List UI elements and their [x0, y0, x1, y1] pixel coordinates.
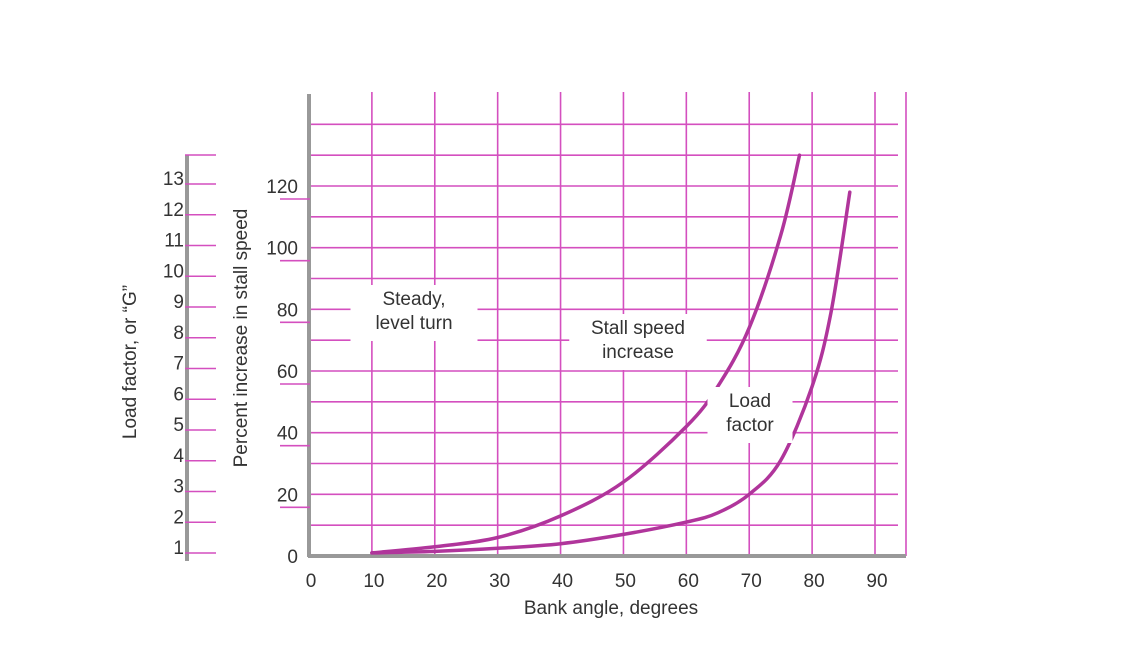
x-tick-label: 60 [678, 571, 699, 592]
load-factor-tick-label: 6 [173, 384, 184, 405]
load-factor-tick-label: 4 [173, 446, 184, 467]
label-line: increase [602, 342, 674, 363]
load-factor-tick-label: 9 [173, 292, 184, 313]
x-tick-label: 70 [741, 571, 762, 592]
series [370, 153, 852, 555]
load-factor-tick-label: 13 [163, 169, 184, 190]
load-factor-tick-label: 7 [173, 354, 184, 375]
series-line-stall-speed [370, 153, 802, 555]
secondary-y-axis-label: Load factor, or “G” [120, 285, 141, 439]
y-tick-label: 40 [277, 424, 298, 445]
x-tick-label: 40 [552, 571, 573, 592]
label-line: Load [729, 391, 771, 412]
x-tick-label: 50 [615, 571, 636, 592]
load-factor-tick-label: 11 [164, 231, 184, 252]
y-tick-label: 100 [266, 239, 298, 260]
x-tick-label: 10 [363, 571, 384, 592]
x-tick-label: 90 [866, 571, 887, 592]
y-tick-label: 0 [287, 547, 298, 568]
load-factor-tick-label: 12 [163, 200, 184, 221]
y-axis-label: Percent increase in stall speed [231, 209, 252, 468]
label-line: Steady, [382, 289, 445, 310]
load-factor-tick-label: 2 [173, 507, 184, 528]
load-factor-tick-label: 3 [173, 477, 184, 498]
series-label-load-factor: Load factor [707, 387, 793, 443]
annotation-steady-level-turn: Steady, level turn [350, 285, 478, 341]
label-line: Stall speed [591, 318, 685, 339]
load-factor-tick-label: 10 [163, 261, 184, 282]
label-background [569, 314, 707, 370]
label-line: factor [726, 415, 774, 436]
series-label-stall-speed: Stall speed increase [569, 314, 707, 370]
label-background [350, 285, 478, 341]
x-tick-label: 80 [804, 571, 825, 592]
y-tick-label: 80 [277, 300, 298, 321]
load-factor-tick-label: 1 [173, 538, 184, 559]
x-tick-label: 0 [306, 571, 317, 592]
x-axis-label: Bank angle, degrees [524, 598, 698, 619]
y-tick-label: 20 [277, 485, 298, 506]
series-line-load-factor [370, 190, 852, 555]
label-background [707, 387, 793, 443]
load-factor-tick-label: 5 [173, 415, 184, 436]
y-tick-label: 120 [266, 177, 298, 198]
tick-labels: 0 10 20 30 40 50 60 70 80 90 0 20 40 60 80 100 120 [266, 177, 887, 592]
load-factor-tick-label: 8 [173, 323, 184, 344]
label-line: level turn [375, 313, 452, 334]
x-tick-label: 20 [426, 571, 447, 592]
axes [307, 94, 906, 558]
x-tick-label: 30 [489, 571, 510, 592]
annotations: Steady, level turn Stall speed increase Load… [350, 285, 793, 443]
y-tick-label: 60 [277, 362, 298, 383]
